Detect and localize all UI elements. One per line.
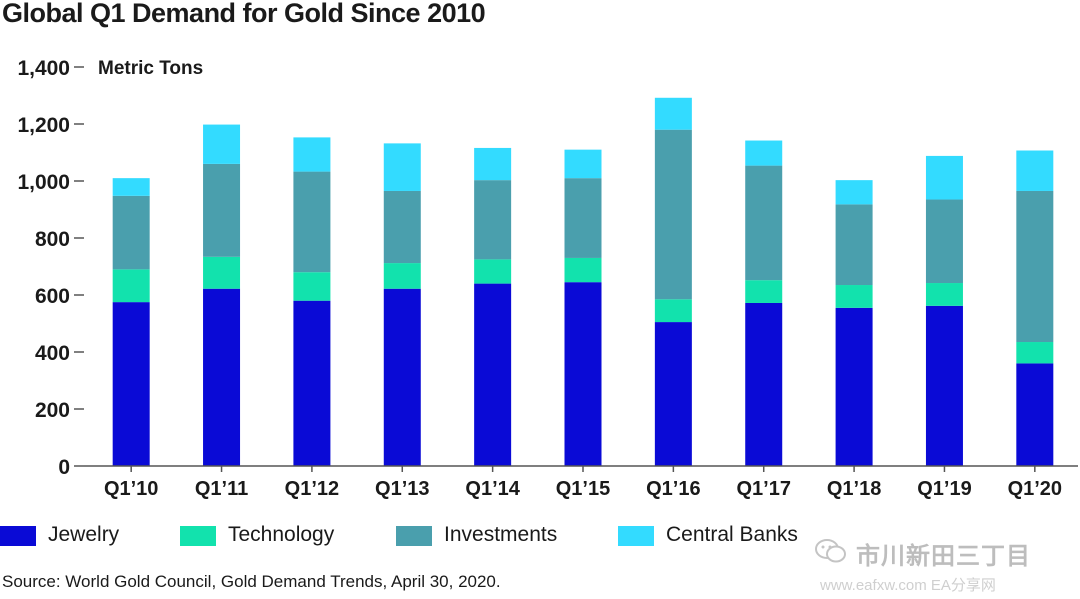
legend-label-central-banks: Central Banks <box>666 523 798 546</box>
bar-segment-jewelry <box>203 288 241 466</box>
y-tick-label: 1,400 <box>17 57 70 80</box>
x-tick-label: Q1’16 <box>646 478 700 500</box>
source-note: Source: World Gold Council, Gold Demand … <box>2 572 501 591</box>
wechat-logo-icon <box>815 539 846 563</box>
bar-segment-jewelry <box>474 283 512 466</box>
bar-segment-investments <box>745 165 783 281</box>
bar-segment-central-banks <box>835 180 873 205</box>
watermark-name: 市川新田三丁目 <box>856 543 1031 570</box>
bar-segment-technology <box>564 257 602 283</box>
bar-segment-jewelry <box>745 302 783 466</box>
bar-segment-technology <box>203 256 241 289</box>
legend-swatch-investments <box>396 526 432 546</box>
bar-segment-technology <box>383 263 421 289</box>
legend-label-investments: Investments <box>444 523 558 546</box>
bar-segment-central-banks <box>203 124 241 164</box>
x-tick-label: Q1’14 <box>465 478 520 500</box>
stacked-bar-chart: 0 200 400 600 800 1,000 1,200 1,400 Metric Tons… <box>17 57 1078 500</box>
bar-segment-jewelry <box>112 302 150 466</box>
legend: Jewelry Technology Investments Central B… <box>0 522 810 552</box>
bar-segment-investments <box>564 178 602 258</box>
bar-segment-technology <box>925 283 963 306</box>
legend-swatch-central-banks <box>618 526 654 546</box>
bar-segment-investments <box>203 163 241 257</box>
y-tick-label: 1,200 <box>17 114 70 137</box>
bar-segment-jewelry <box>383 288 421 466</box>
bar-segment-jewelry <box>564 282 602 466</box>
y-tick-label: 800 <box>35 228 70 251</box>
x-axis-ticks: Q1’10 Q1’11 Q1’12 Q1’13 Q1’14 Q1’15 Q1’16 Q1’17… <box>104 466 1062 500</box>
bar-segment-central-banks <box>925 155 963 200</box>
bar-segment-technology <box>745 280 783 303</box>
x-tick-label: Q1’17 <box>736 478 790 500</box>
bar-segment-investments <box>474 180 512 260</box>
bar-segment-jewelry <box>925 305 963 466</box>
y-tick-label: 400 <box>35 342 70 365</box>
bar-segment-central-banks <box>564 149 602 179</box>
legend-label-technology: Technology <box>228 523 335 546</box>
bar-segment-central-banks <box>654 97 692 130</box>
x-tick-label: Q1’13 <box>375 478 429 500</box>
legend-label-jewelry: Jewelry <box>48 523 120 546</box>
bar-segment-jewelry <box>835 307 873 466</box>
bar-segment-technology <box>654 299 692 323</box>
y-axis-unit-label: Metric Tons <box>98 58 203 79</box>
legend-swatch-jewelry <box>0 526 36 546</box>
bar-segment-technology <box>835 285 873 308</box>
bar-segment-investments <box>925 199 963 284</box>
bar-segment-central-banks <box>745 140 783 166</box>
x-tick-label: Q1’10 <box>104 478 158 500</box>
bar-segment-investments <box>835 204 873 286</box>
watermark-url: www.eafxw.com EA分享网 <box>820 577 996 594</box>
x-tick-label: Q1’20 <box>1008 478 1062 500</box>
bar-segment-investments <box>293 171 331 273</box>
bar-segment-technology <box>474 259 512 284</box>
bar-segment-investments <box>654 129 692 300</box>
watermark: 市川新田三丁目 www.eafxw.com EA分享网 <box>812 534 1074 596</box>
bar-segment-technology <box>293 272 331 301</box>
x-tick-label: Q1’12 <box>285 478 339 500</box>
y-tick-label: 1,000 <box>17 171 70 194</box>
bar-segment-investments <box>1016 190 1054 343</box>
chart-title: Global Q1 Demand for Gold Since 2010 <box>2 0 486 28</box>
x-tick-label: Q1’18 <box>827 478 881 500</box>
y-tick-label: 0 <box>58 456 70 479</box>
bar-segment-investments <box>112 195 150 270</box>
y-tick-label: 200 <box>35 399 70 422</box>
x-tick-label: Q1’15 <box>556 478 610 500</box>
bar-segment-central-banks <box>112 178 150 196</box>
y-axis-ticks: 0 200 400 600 800 1,000 1,200 1,400 <box>17 57 84 479</box>
legend-swatch-technology <box>180 526 216 546</box>
bar-segment-central-banks <box>1016 150 1054 191</box>
bar-segment-central-banks <box>474 147 512 181</box>
bar-segment-jewelry <box>654 322 692 466</box>
bars <box>112 97 1054 466</box>
bar-segment-technology <box>112 269 150 303</box>
bar-segment-central-banks <box>293 137 331 172</box>
y-tick-label: 600 <box>35 285 70 308</box>
x-tick-label: Q1’11 <box>195 478 248 500</box>
bar-segment-jewelry <box>1016 363 1054 466</box>
bar-segment-central-banks <box>383 143 421 191</box>
x-tick-label: Q1’19 <box>917 478 971 500</box>
bar-segment-technology <box>1016 342 1054 364</box>
bar-segment-jewelry <box>293 300 331 466</box>
bar-segment-investments <box>383 190 421 264</box>
